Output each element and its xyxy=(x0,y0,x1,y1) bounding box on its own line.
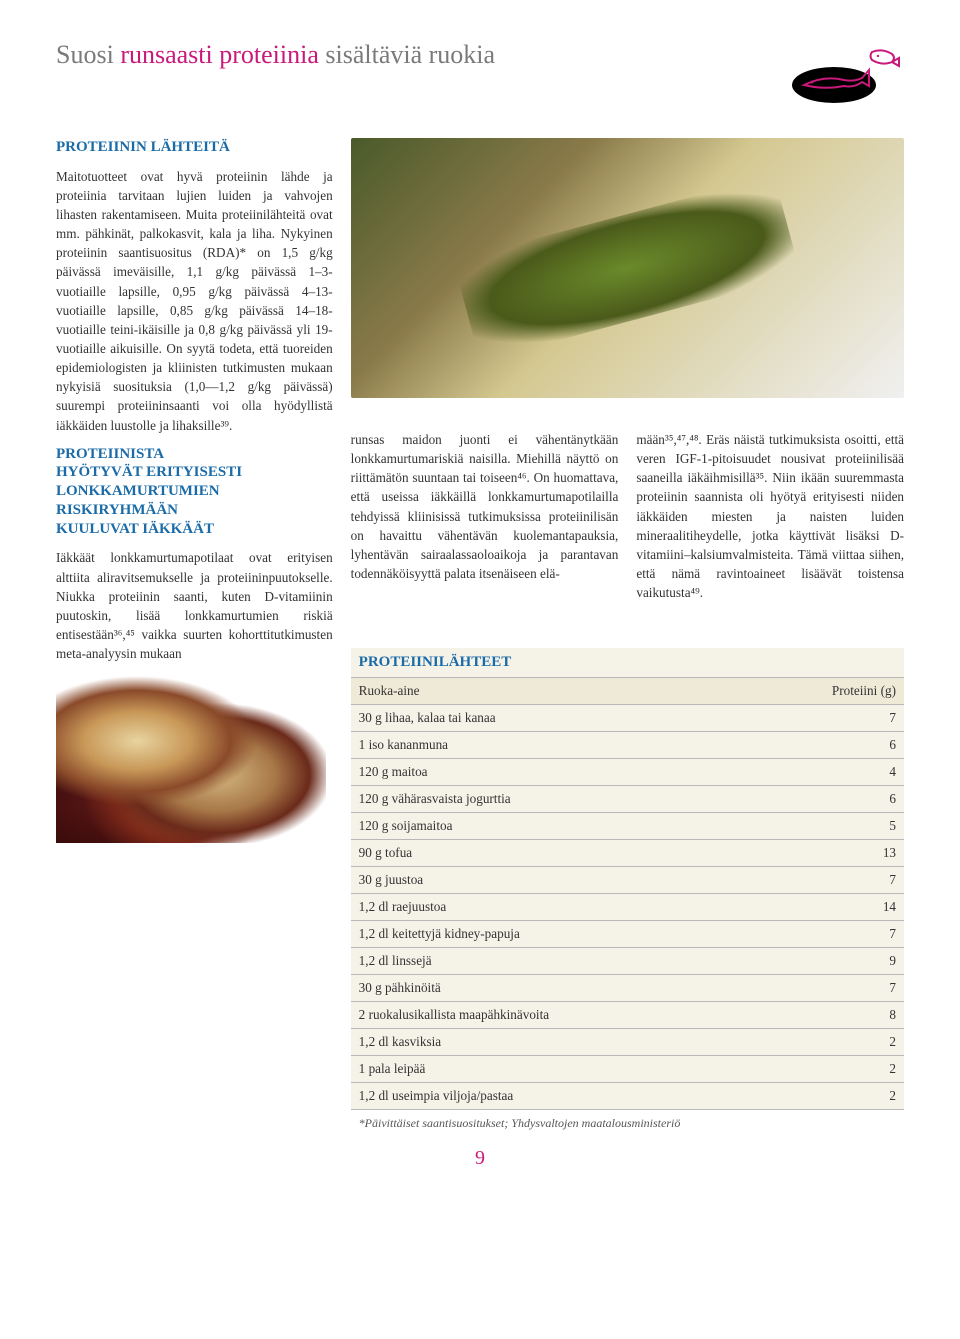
table-row: 30 g juustoa7 xyxy=(351,867,904,894)
table-row: 1,2 dl kasviksia2 xyxy=(351,1029,904,1056)
table-row: 1,2 dl raejuustoa14 xyxy=(351,894,904,921)
table-row: 90 g tofua13 xyxy=(351,840,904,867)
table-cell-food: 120 g vähärasvaista jogurttia xyxy=(351,786,750,813)
table-cell-food: 30 g lihaa, kalaa tai kanaa xyxy=(351,705,750,732)
table-cell-food: 1,2 dl linssejä xyxy=(351,948,750,975)
table-cell-food: 2 ruokalusikallista maapähkinävoita xyxy=(351,1002,750,1029)
table-cell-protein: 5 xyxy=(749,813,904,840)
table-row: 30 g pähkinöitä7 xyxy=(351,975,904,1002)
heading-proteiinin-lahteita: PROTEIININ LÄHTEITÄ xyxy=(56,138,333,157)
table-cell-protein: 8 xyxy=(749,1002,904,1029)
table-cell-protein: 13 xyxy=(749,840,904,867)
protein-sources-table: Ruoka-aine Proteiini (g) 30 g lihaa, kal… xyxy=(351,678,904,1110)
table-cell-food: 90 g tofua xyxy=(351,840,750,867)
paragraph-4: mään³⁵,⁴⁷,⁴⁸. Eräs näistä tutkimuksista … xyxy=(636,430,904,602)
page-title: Suosi runsaasti proteiinia sisältäviä ru… xyxy=(56,40,495,70)
table-cell-food: 120 g maitoa xyxy=(351,759,750,786)
column-2: runsas maidon juonti ei vähentänytkään l… xyxy=(351,430,619,612)
table-cell-food: 1 iso kananmuna xyxy=(351,732,750,759)
table-cell-food: 1,2 dl raejuustoa xyxy=(351,894,750,921)
table-col-food: Ruoka-aine xyxy=(351,678,750,705)
heading-proteiinista-hyotyvat: PROTEIINISTA HYÖTYVÄT ERITYISESTI LONKKA… xyxy=(56,445,333,539)
table-cell-food: 1,2 dl useimpia viljoja/pastaa xyxy=(351,1083,750,1110)
page-number: 9 xyxy=(56,1147,904,1170)
column-3: mään³⁵,⁴⁷,⁴⁸. Eräs näistä tutkimuksista … xyxy=(636,430,904,612)
paragraph-3: runsas maidon juonti ei vähentänytkään l… xyxy=(351,430,619,583)
table-cell-protein: 2 xyxy=(749,1056,904,1083)
fish-plate-icon xyxy=(784,40,904,110)
table-cell-protein: 4 xyxy=(749,759,904,786)
table-cell-protein: 2 xyxy=(749,1083,904,1110)
table-cell-protein: 2 xyxy=(749,1029,904,1056)
table-cell-protein: 6 xyxy=(749,786,904,813)
title-pre: Suosi xyxy=(56,40,120,69)
table-cell-protein: 14 xyxy=(749,894,904,921)
table-row: 1 iso kananmuna6 xyxy=(351,732,904,759)
paragraph-1: Maitotuotteet ovat hyvä proteiinin lähde… xyxy=(56,167,333,435)
table-row: 1 pala leipää2 xyxy=(351,1056,904,1083)
table-row: 2 ruokalusikallista maapähkinävoita8 xyxy=(351,1002,904,1029)
table-cell-food: 30 g juustoa xyxy=(351,867,750,894)
table-title: PROTEIINILÄHTEET xyxy=(351,648,904,678)
column-1: PROTEIININ LÄHTEITÄ Maitotuotteet ovat h… xyxy=(56,138,333,1131)
fish-dish-image xyxy=(351,138,904,398)
table-cell-protein: 7 xyxy=(749,921,904,948)
title-accent: runsaasti proteiinia xyxy=(120,40,319,69)
title-post: sisältäviä ruokia xyxy=(319,40,495,69)
table-row: 120 g maitoa4 xyxy=(351,759,904,786)
table-cell-protein: 7 xyxy=(749,705,904,732)
table-row: 120 g vähärasvaista jogurttia6 xyxy=(351,786,904,813)
table-cell-food: 30 g pähkinöitä xyxy=(351,975,750,1002)
table-row: 1,2 dl keitettyjä kidney-papuja7 xyxy=(351,921,904,948)
table-footnote: *Päivittäiset saantisuositukset; Yhdysva… xyxy=(351,1110,904,1131)
table-cell-protein: 7 xyxy=(749,867,904,894)
table-cell-protein: 9 xyxy=(749,948,904,975)
table-row: 30 g lihaa, kalaa tai kanaa7 xyxy=(351,705,904,732)
table-cell-food: 120 g soijamaitoa xyxy=(351,813,750,840)
table-cell-food: 1 pala leipää xyxy=(351,1056,750,1083)
nuts-image xyxy=(56,673,326,843)
paragraph-2: Iäkkäät lonkkamurtumapotilaat ovat erity… xyxy=(56,548,333,663)
table-row: 1,2 dl linssejä9 xyxy=(351,948,904,975)
table-row: 120 g soijamaitoa5 xyxy=(351,813,904,840)
protein-sources-table-block: PROTEIINILÄHTEET Ruoka-aine Proteiini (g… xyxy=(351,648,904,1131)
table-row: 1,2 dl useimpia viljoja/pastaa2 xyxy=(351,1083,904,1110)
table-cell-protein: 7 xyxy=(749,975,904,1002)
table-cell-protein: 6 xyxy=(749,732,904,759)
table-cell-food: 1,2 dl kasviksia xyxy=(351,1029,750,1056)
table-cell-food: 1,2 dl keitettyjä kidney-papuja xyxy=(351,921,750,948)
table-col-protein: Proteiini (g) xyxy=(749,678,904,705)
